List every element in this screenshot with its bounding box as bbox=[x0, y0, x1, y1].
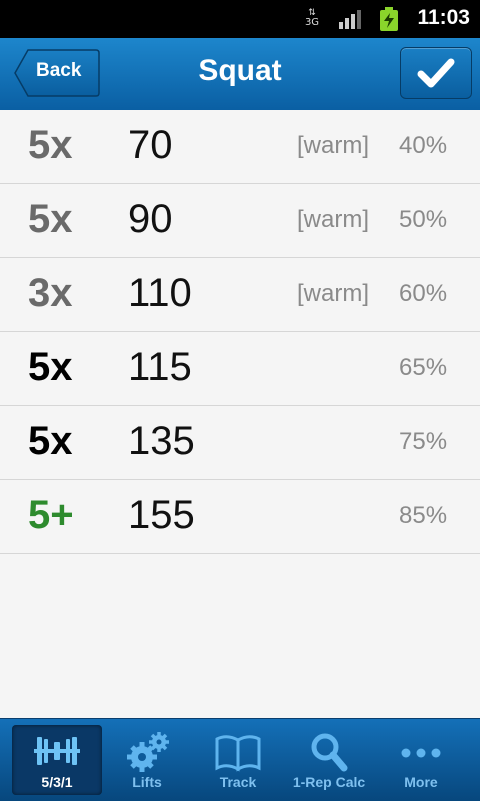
set-percent: 85% bbox=[399, 502, 448, 529]
set-reps: 5+ bbox=[28, 493, 74, 537]
checkmark-icon bbox=[417, 58, 455, 88]
back-button[interactable]: Back bbox=[14, 49, 100, 97]
set-warmup-tag: [warm] bbox=[297, 280, 369, 307]
tab-more[interactable]: More bbox=[376, 725, 466, 795]
page-title: Squat bbox=[198, 54, 282, 87]
status-time: 11:03 bbox=[417, 6, 470, 29]
tab-label: 1-Rep Calc bbox=[292, 774, 366, 790]
dots-icon bbox=[401, 748, 441, 758]
signal-icon bbox=[339, 10, 361, 29]
network-type: 3G bbox=[304, 17, 320, 28]
set-row[interactable]: 3x 110 [warm] 60% bbox=[0, 258, 480, 332]
set-row[interactable]: 5+ 155 85% bbox=[0, 480, 480, 554]
gears-icon bbox=[127, 732, 169, 772]
back-button-shape bbox=[14, 49, 100, 97]
set-row[interactable]: 5x 135 75% bbox=[0, 406, 480, 480]
set-warmup-tag: [warm] bbox=[297, 206, 369, 233]
set-row[interactable]: 5x 115 65% bbox=[0, 332, 480, 406]
set-weight: 90 bbox=[128, 197, 173, 241]
set-percent: 65% bbox=[399, 354, 448, 381]
set-reps: 3x bbox=[28, 271, 73, 315]
sets-list: 5x 70 [warm] 40% 5x 90 [warm] 50% 3x 110… bbox=[0, 110, 480, 554]
status-bar: ⇅ 3G 11:03 bbox=[0, 0, 480, 38]
set-percent: 60% bbox=[399, 280, 448, 307]
set-weight: 135 bbox=[128, 419, 195, 463]
set-reps: 5x bbox=[28, 419, 73, 463]
set-reps: 5x bbox=[28, 197, 73, 241]
tab-label: More bbox=[404, 774, 438, 790]
tab-531[interactable]: 5/3/1 bbox=[12, 725, 102, 795]
set-weight: 155 bbox=[128, 493, 195, 537]
set-row[interactable]: 5x 90 [warm] 50% bbox=[0, 184, 480, 258]
tab-lifts[interactable]: Lifts bbox=[102, 725, 192, 795]
tab-label: Track bbox=[219, 774, 257, 790]
set-percent: 50% bbox=[399, 206, 448, 233]
tab-track[interactable]: Track bbox=[193, 725, 283, 795]
set-weight: 115 bbox=[128, 345, 192, 389]
network-indicator: ⇅ 3G bbox=[304, 8, 320, 28]
back-button-label: Back bbox=[36, 60, 82, 81]
set-weight: 70 bbox=[128, 123, 173, 167]
bottom-tab-bar: 5/3/1 Lifts Tr bbox=[0, 718, 480, 801]
set-percent: 40% bbox=[399, 132, 448, 159]
confirm-button[interactable] bbox=[400, 47, 472, 99]
set-percent: 75% bbox=[399, 428, 448, 455]
action-bar: Back Squat bbox=[0, 38, 480, 111]
battery-charging-icon bbox=[380, 7, 398, 31]
barbell-icon bbox=[34, 737, 80, 765]
set-warmup-tag: [warm] bbox=[297, 132, 369, 159]
set-reps: 5x bbox=[28, 345, 73, 389]
tab-label: Lifts bbox=[132, 774, 162, 790]
set-reps: 5x bbox=[28, 123, 73, 167]
set-row[interactable]: 5x 70 [warm] 40% bbox=[0, 110, 480, 184]
tab-label: 5/3/1 bbox=[41, 774, 73, 790]
set-weight: 110 bbox=[128, 271, 192, 315]
tab-1-rep-calc[interactable]: 1-Rep Calc bbox=[284, 725, 374, 795]
book-icon bbox=[215, 735, 261, 772]
magnifier-icon bbox=[311, 733, 348, 772]
